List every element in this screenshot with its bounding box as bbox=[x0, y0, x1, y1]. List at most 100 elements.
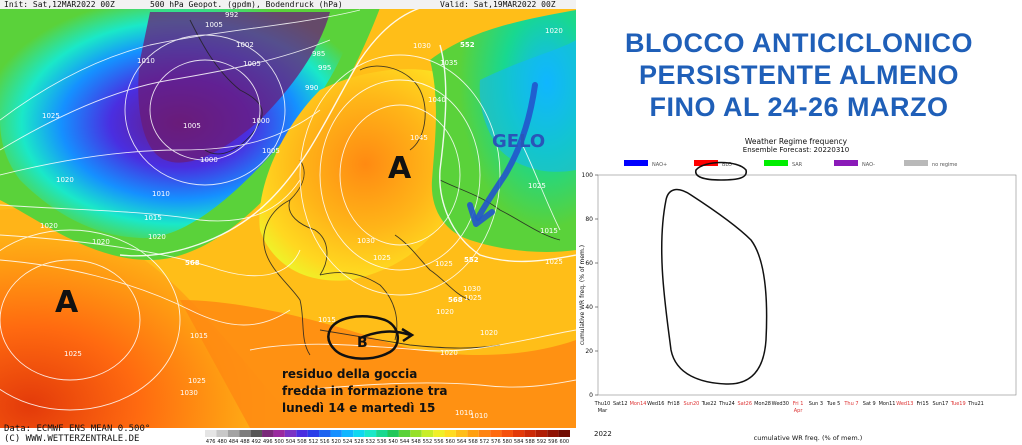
chart-subtitle: Ensemble Forecast: 20220310 bbox=[743, 146, 849, 154]
colorbar-swatch bbox=[273, 430, 285, 437]
chart-x-tick-label: Thu 7 bbox=[843, 401, 858, 407]
colorbar-tick-label: 592 bbox=[537, 439, 547, 445]
colorbar-tick-label: 500 bbox=[274, 439, 284, 445]
chart-legend-swatch bbox=[624, 160, 648, 166]
gelo-label: GELO bbox=[492, 131, 545, 152]
colorbar: 476 480 484 488 492 496 500 504 508 512 516 520 524 5… bbox=[205, 430, 570, 445]
map-init-time: Init: Sat,12MAR2022 00Z bbox=[4, 0, 115, 9]
colorbar-swatch bbox=[364, 430, 377, 437]
chart-x-tick-label: Fri 1 bbox=[793, 401, 804, 407]
isobar-value-label: 1010 bbox=[137, 57, 155, 65]
chart-plot-area bbox=[597, 174, 1017, 396]
chart-y-tick-label: 100 bbox=[582, 172, 594, 179]
colorbar-tick-label: 588 bbox=[525, 439, 535, 445]
colorbar-swatch bbox=[376, 430, 388, 437]
colorbar-swatch bbox=[307, 430, 320, 437]
chart-blo-legend-circle bbox=[695, 161, 747, 181]
colorbar-swatch bbox=[284, 430, 297, 437]
colorbar-tick-label: 548 bbox=[411, 439, 421, 445]
chart-x-tick-label: Fri18 bbox=[667, 401, 679, 407]
isobar-value-label: 1015 bbox=[144, 214, 162, 222]
chart-x-tick-label: Thu24 bbox=[718, 401, 735, 407]
height-value-label: 568 bbox=[448, 296, 463, 304]
isobar-value-label: 1025 bbox=[435, 260, 453, 268]
isobar-value-label: 1025 bbox=[545, 258, 563, 266]
chart-x-tick-label: Mon28 bbox=[754, 401, 771, 407]
colorbar-swatch bbox=[227, 430, 240, 437]
isobar-value-label: 990 bbox=[305, 84, 318, 92]
isobar-value-label: 1015 bbox=[190, 332, 208, 340]
coastlines bbox=[189, 19, 561, 356]
chart-legend-label: NAO- bbox=[862, 162, 875, 168]
isobar-value-label: 1025 bbox=[188, 377, 206, 385]
chart-x-tick-label: Thu21 bbox=[967, 401, 984, 407]
low-annotation-circle bbox=[327, 315, 399, 360]
colorbar-tick-label: 504 bbox=[286, 439, 296, 445]
colorbar-swatch bbox=[501, 430, 513, 437]
chart-y-tick-label: 80 bbox=[585, 216, 593, 223]
colorbar-tick-label: 552 bbox=[423, 439, 433, 445]
note-line-1: residuo della goccia bbox=[282, 367, 417, 381]
colorbar-tick-label: 600 bbox=[560, 439, 570, 445]
note-line-2: fredda in formazione tra bbox=[282, 384, 448, 398]
isobar-value-label: 1020 bbox=[92, 238, 110, 246]
map-data-source: Data: ECMWF ENS MEAN 0.500° bbox=[4, 424, 151, 434]
isobar-value-label: 1020 bbox=[148, 233, 166, 241]
chart-legend-swatch bbox=[694, 160, 718, 166]
isobar-value-label: 992 bbox=[225, 11, 238, 19]
colorbar-swatch bbox=[398, 430, 411, 437]
isobar-value-label: 1020 bbox=[436, 308, 454, 316]
isobar-value-label: 1025 bbox=[528, 182, 546, 190]
colorbar-tick-label: 580 bbox=[502, 439, 512, 445]
colorbar-tick-label: 488 bbox=[240, 439, 250, 445]
headline-line-3: FINO AL 24-26 MARZO bbox=[649, 92, 949, 122]
colorbar-swatch bbox=[421, 430, 434, 437]
colorbar-tick-label: 564 bbox=[457, 439, 467, 445]
anticyclone-label-east: A bbox=[388, 151, 412, 186]
colorbar-swatch bbox=[387, 430, 399, 437]
colorbar-swatch bbox=[205, 430, 217, 437]
colorbar-swatch bbox=[524, 430, 536, 437]
isobar-value-label: 1025 bbox=[373, 254, 391, 262]
colorbar-tick-label: 572 bbox=[480, 439, 490, 445]
isobar-value-label: 1025 bbox=[42, 112, 60, 120]
chart-x-tick-label: Tue22 bbox=[701, 401, 717, 407]
weather-regime-chart: Weather Regime frequency Ensemble Foreca… bbox=[576, 130, 1022, 445]
colorbar-swatch bbox=[478, 430, 491, 437]
colorbar-tick-label: 524 bbox=[343, 439, 353, 445]
isobar-labels: 9921005100210059859959901010100510001000… bbox=[40, 11, 563, 420]
isobar-value-label: 1005 bbox=[243, 60, 261, 68]
gelo-arrow bbox=[475, 82, 538, 221]
right-panel: BLOCCO ANTICICLONICO PERSISTENTE ALMENO … bbox=[576, 0, 1022, 445]
colorbar-tick-label: 584 bbox=[514, 439, 524, 445]
chart-x-tick-label: Tue 5 bbox=[826, 401, 840, 407]
colorbar-tick-label: 544 bbox=[400, 439, 410, 445]
colorbar-tick-label: 512 bbox=[309, 439, 319, 445]
map-copyright: (C) WWW.WETTERZENTRALE.DE bbox=[4, 434, 140, 444]
colorbar-tick-label: 528 bbox=[354, 439, 364, 445]
isobar-value-label: 1000 bbox=[252, 117, 270, 125]
chart-x-tick-label: Mon11 bbox=[879, 401, 896, 407]
isobar-value-label: 1002 bbox=[236, 41, 254, 49]
anticyclone-core bbox=[259, 69, 472, 281]
chart-y-label: cumulative WR freq. (% of mem.) bbox=[579, 245, 586, 345]
isobar-value-label: 1030 bbox=[463, 285, 481, 293]
chart-x-tick-label: Sat 9 bbox=[863, 401, 876, 407]
colorbar-swatch bbox=[296, 430, 308, 437]
chart-x-tick-label: Apr bbox=[794, 408, 804, 414]
colorbar-tick-label: 560 bbox=[445, 439, 455, 445]
chart-x-tick-label: Tue19 bbox=[950, 401, 966, 407]
chart-blocking-annotation bbox=[660, 188, 768, 385]
note-line-3: lunedì 14 e martedì 15 bbox=[282, 401, 435, 415]
weather-map: 476 480 484 488 492 496 500 504 508 512 516 520 524 5… bbox=[0, 0, 576, 445]
height-contours bbox=[119, 7, 576, 263]
height-value-label: 552 bbox=[460, 41, 475, 49]
isobar-value-label: 1045 bbox=[410, 134, 428, 142]
colorbar-tick-label: 532 bbox=[366, 439, 376, 445]
chart-y-tick-label: 60 bbox=[585, 260, 593, 267]
map-field-title: 500 hPa Geopot. (gpdm), Bodendruck (hPa) bbox=[150, 0, 343, 9]
chart-legend-label: SAR bbox=[792, 162, 803, 168]
colorbar-swatch bbox=[535, 430, 548, 437]
colorbar-tick-label: 520 bbox=[331, 439, 341, 445]
chart-x-tick-label: Sun17 bbox=[932, 401, 948, 407]
